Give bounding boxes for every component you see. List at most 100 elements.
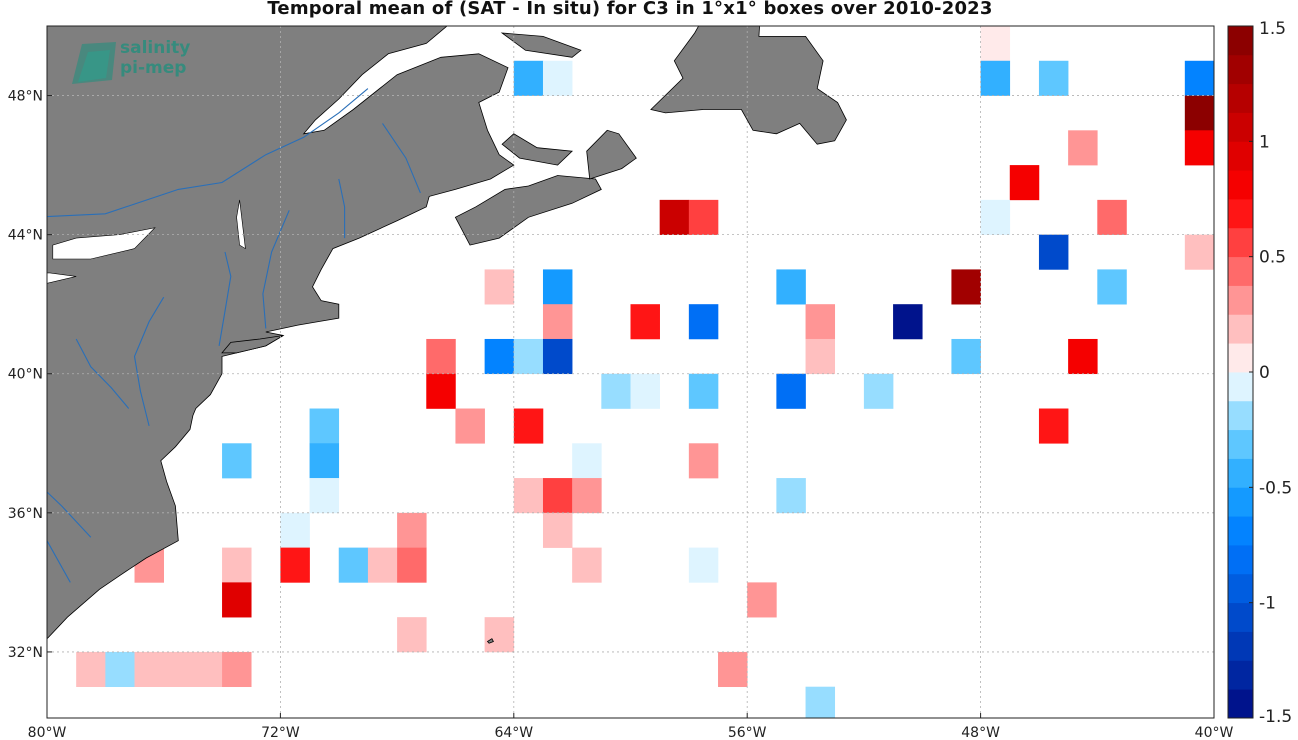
data-cell [309, 478, 340, 514]
river-line [47, 88, 369, 218]
data-cell [1068, 338, 1098, 375]
data-cell [397, 512, 427, 548]
latitude-ticks: 32°N 36°N 40°N 44°N 48°N [8, 89, 52, 661]
data-cell [309, 443, 340, 479]
land-polygon [501, 133, 574, 166]
data-cell [222, 443, 252, 479]
colorbar-segment [1228, 458, 1253, 488]
data-cell [572, 478, 602, 514]
data-cell [222, 651, 252, 688]
colorbar-segment [1228, 256, 1253, 286]
data-cell [542, 512, 573, 548]
colorbar-segment [1228, 83, 1253, 113]
colorbar-segment [1228, 112, 1253, 142]
river-line [133, 296, 165, 427]
data-cell [513, 60, 544, 96]
map-title: Temporal mean of (SAT - In situ) for C3 … [267, 0, 993, 19]
colorbar-segment [1228, 372, 1253, 402]
data-cell [776, 269, 806, 305]
colorbar-segment [1228, 602, 1253, 632]
data-cell [1184, 130, 1214, 166]
colorbar-segment [1228, 343, 1253, 373]
data-cell [659, 199, 690, 235]
colorbar-segment [1228, 54, 1253, 85]
colorbar-segment [1228, 429, 1253, 459]
river-line [218, 251, 232, 346]
colorbar-tick-label: 1.5 [1259, 19, 1286, 39]
data-cell [1038, 234, 1069, 270]
data-cell [426, 338, 456, 375]
colorbar-tick-label: -1 [1259, 594, 1276, 614]
data-cell [980, 26, 1011, 62]
data-cell [280, 512, 310, 548]
data-cell [893, 304, 923, 340]
data-cell [688, 199, 719, 235]
longitude-ticks: 80°W 72°W 64°W 56°W 48°W 40°W [28, 713, 1234, 740]
data-cell [192, 651, 223, 688]
data-cell [805, 686, 836, 718]
lon-tick-label: 64°W [494, 725, 533, 740]
colorbar-segment [1228, 516, 1253, 546]
data-cell [309, 408, 340, 444]
data-cell [513, 478, 544, 514]
lat-tick-label: 36°N [8, 506, 43, 522]
land-polygon [454, 175, 602, 246]
data-cells [76, 26, 1214, 718]
data-cell [222, 582, 252, 618]
colorbar-tick-label: -0.5 [1259, 478, 1292, 498]
colorbar-segment [1228, 227, 1253, 258]
logo-text-pimep: pi-mep [120, 58, 187, 78]
data-cell [688, 443, 719, 479]
data-cell [776, 373, 806, 409]
data-cell [426, 373, 456, 409]
data-cell [134, 651, 164, 688]
data-cell [951, 269, 981, 305]
colorbar-tick-label: -1.5 [1259, 707, 1292, 727]
river-line [47, 491, 92, 538]
data-cell [718, 651, 748, 688]
data-cell [484, 269, 515, 305]
colorbar [1227, 25, 1254, 719]
data-cell [542, 60, 573, 96]
river-line [24, 582, 42, 617]
data-cell [572, 547, 602, 583]
river-line [47, 540, 71, 583]
lon-tick-label: 72°W [261, 725, 300, 740]
grid-lines [47, 26, 1214, 718]
lat-tick-label: 44°N [8, 228, 43, 244]
colorbar-tick-label: 1 [1259, 132, 1270, 152]
data-cell [1009, 165, 1040, 201]
river-line [382, 123, 421, 194]
lon-tick-label: 56°W [728, 725, 767, 740]
data-cell [542, 269, 573, 305]
data-cell [980, 199, 1011, 235]
colorbar-segment [1228, 400, 1253, 431]
data-cell [688, 304, 719, 340]
lon-tick-label: 40°W [1195, 725, 1234, 740]
colorbar-segment [1228, 573, 1253, 604]
river-line [338, 178, 346, 239]
colorbar-tick-label: 0 [1259, 363, 1270, 383]
lat-tick-label: 40°N [8, 367, 43, 383]
colorbar-segment [1228, 689, 1253, 719]
data-cell [747, 582, 777, 618]
data-cell [630, 373, 660, 409]
land-polygon [650, 26, 847, 145]
data-cell [630, 304, 660, 340]
lon-tick-label: 80°W [28, 725, 67, 740]
data-cell [542, 304, 573, 340]
land-polygon [500, 32, 582, 58]
data-cell [601, 373, 631, 409]
land-polygon [486, 638, 494, 644]
data-cell [513, 338, 544, 375]
data-cell [1184, 60, 1214, 96]
colorbar-segment [1228, 545, 1253, 575]
colorbar-segment [1228, 170, 1253, 200]
data-cell [367, 547, 398, 583]
data-cell [1038, 408, 1069, 444]
lat-tick-label: 48°N [8, 89, 43, 105]
colorbar-segment [1228, 314, 1253, 344]
data-cell [163, 651, 194, 688]
data-cell [76, 651, 106, 688]
